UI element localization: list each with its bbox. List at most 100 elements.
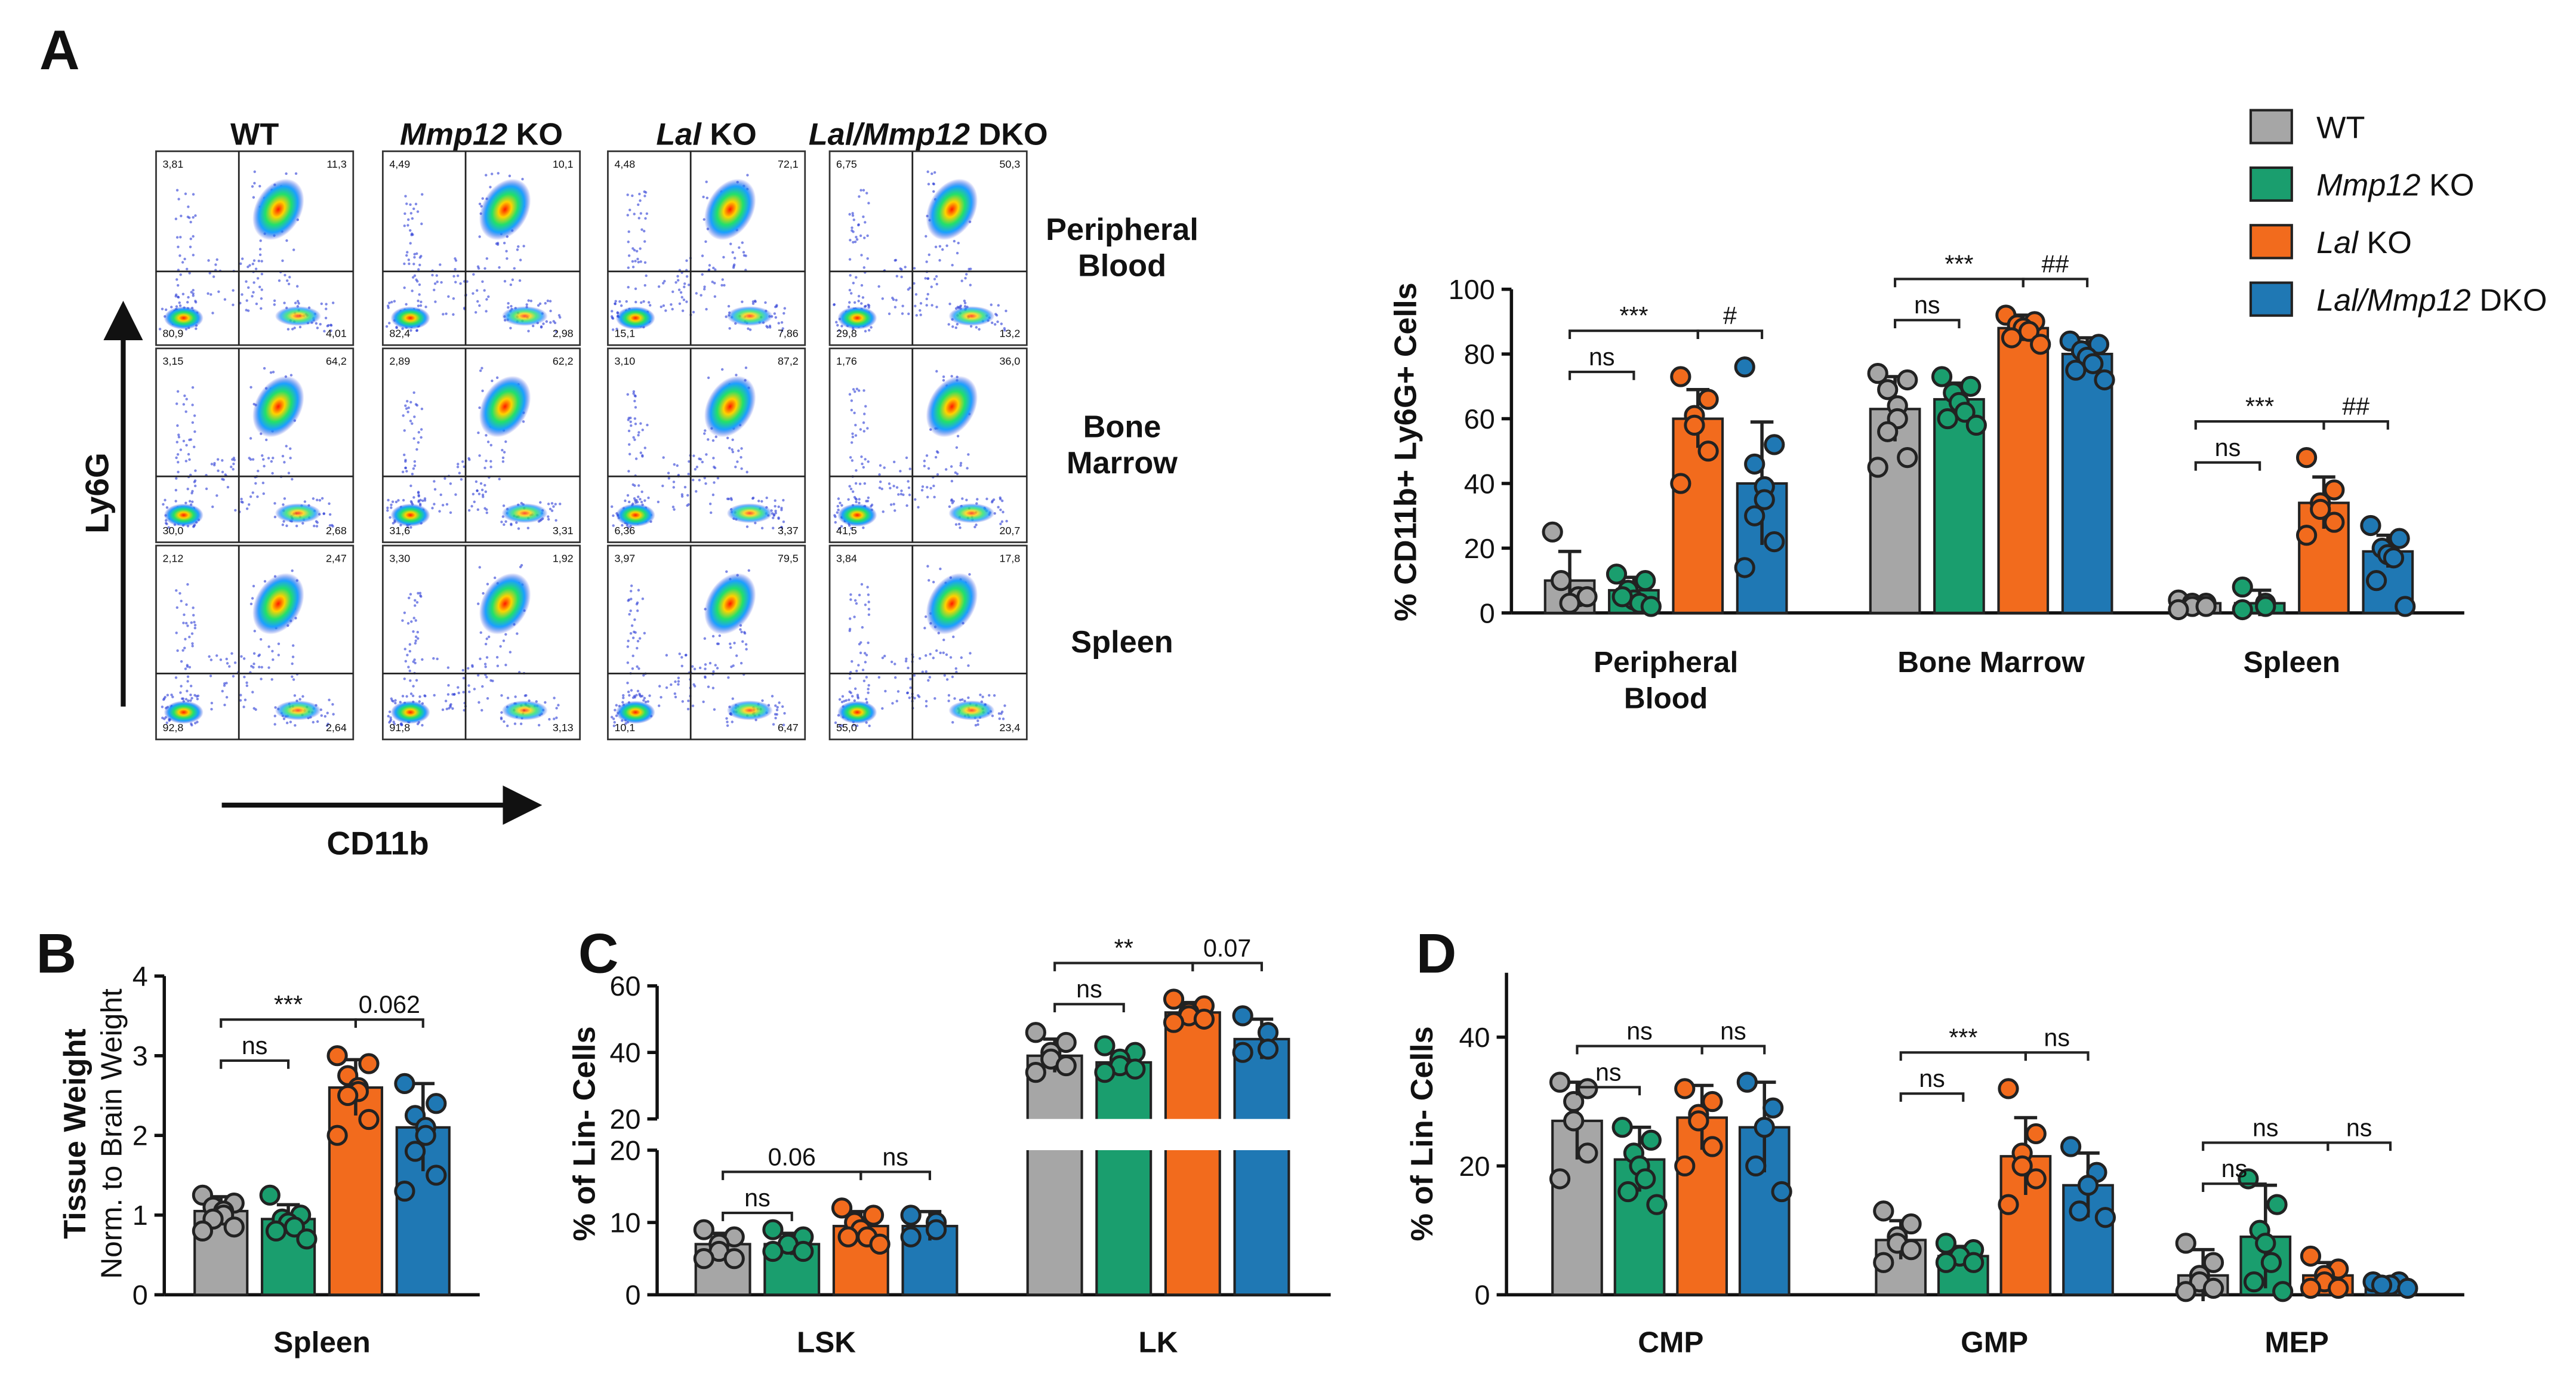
cell-dot (283, 301, 286, 304)
cell-dot (941, 248, 944, 251)
cell-dot (851, 435, 855, 439)
data-point (793, 1240, 814, 1262)
cell-dot (950, 479, 954, 483)
cell-dot (957, 522, 961, 526)
cell-dot (610, 505, 614, 509)
cell-dot (992, 498, 996, 501)
significance-bracket (1576, 1045, 1703, 1055)
density-blob (726, 503, 773, 523)
cell-dot (178, 301, 181, 304)
cell-dot (281, 523, 285, 526)
cell-dot (681, 700, 685, 703)
quadrant-percent: 3,84 (836, 553, 857, 565)
cell-dot (166, 694, 170, 697)
cell-dot (506, 724, 509, 728)
cell-dot (267, 666, 270, 669)
data-point (1577, 1078, 1598, 1099)
cell-dot (193, 694, 196, 697)
cell-dot (209, 658, 213, 661)
cell-dot (925, 670, 928, 673)
significance-label: ns (1076, 975, 1102, 1003)
cell-dot (208, 655, 211, 658)
significance-bracket (1899, 1092, 1965, 1102)
cell-dot (170, 306, 173, 309)
cell-dot (630, 624, 634, 627)
flow-plot: 6,75 50,329,8 13,2 (828, 150, 1028, 346)
cell-dot (862, 679, 866, 683)
cell-dot (273, 714, 276, 717)
data-point (1550, 570, 1572, 592)
cell-dot (849, 239, 852, 242)
cell-dot (177, 245, 180, 248)
cell-dot (633, 438, 636, 441)
cell-dot (186, 680, 189, 683)
cell-dot (960, 279, 963, 282)
cell-dot (514, 695, 517, 698)
quadrant-percent: 50,3 (1000, 158, 1021, 170)
cell-dot (865, 698, 868, 701)
cell-dot (849, 487, 853, 491)
cell-dot (485, 310, 488, 313)
cell-dot (647, 496, 650, 500)
cell-dot (892, 298, 895, 301)
cell-dot (217, 290, 220, 293)
column-header: Mmp12 KO (400, 117, 563, 152)
data-point (1897, 369, 1918, 391)
significance-label: ns (1914, 291, 1940, 319)
significance-bracket (354, 1018, 424, 1028)
cell-dot (272, 457, 275, 460)
cell-dot (409, 679, 412, 682)
cell-dot (633, 497, 636, 500)
cell-dot (175, 189, 179, 192)
cell-dot (478, 235, 481, 238)
cell-dot (945, 653, 948, 657)
data-point (1697, 389, 1719, 410)
data-point (2300, 1245, 2322, 1267)
cell-dot (718, 634, 722, 637)
cell-dot (240, 497, 243, 501)
density-blob (275, 306, 321, 326)
cell-dot (259, 637, 263, 641)
cell-dot (177, 198, 180, 201)
cell-dot (714, 268, 717, 271)
cell-dot (859, 651, 862, 655)
cell-dot (416, 210, 420, 213)
quadrant-percent: 4,48 (614, 158, 635, 170)
cell-dot (633, 212, 636, 215)
cell-dot (265, 438, 268, 442)
data-point (723, 1248, 745, 1270)
data-point (2266, 1194, 2288, 1215)
cell-dot (728, 642, 732, 645)
cell-dot (942, 638, 945, 642)
cell-dot (486, 697, 489, 700)
cell-dot (906, 691, 909, 694)
cell-dot (692, 454, 695, 457)
cell-dot (685, 275, 689, 278)
cell-dot (631, 667, 634, 670)
cell-dot (945, 244, 948, 247)
cell-dot (417, 431, 421, 434)
column-header: Lal KO (656, 117, 757, 152)
cell-dot (411, 276, 415, 279)
cell-dot (712, 670, 715, 673)
cell-dot (956, 251, 959, 255)
bar (1164, 1011, 1221, 1296)
cell-dot (932, 182, 935, 186)
data-point (1163, 988, 1185, 1010)
cell-dot (177, 436, 181, 439)
significance-bracket (2194, 420, 2325, 430)
quadrant-percent: 4,49 (389, 158, 410, 170)
cell-dot (647, 301, 651, 304)
cell-dot (726, 436, 729, 439)
cell-dot (189, 245, 192, 248)
cell-dot (415, 252, 418, 255)
cell-dot (234, 509, 237, 512)
cell-dot (289, 720, 292, 723)
cell-dot (417, 592, 420, 595)
cell-dot (633, 694, 636, 698)
cell-dot (193, 621, 196, 624)
quadrant-percent: 2,12 (163, 553, 184, 565)
cell-dot (404, 404, 407, 407)
cell-dot (1000, 520, 1004, 523)
